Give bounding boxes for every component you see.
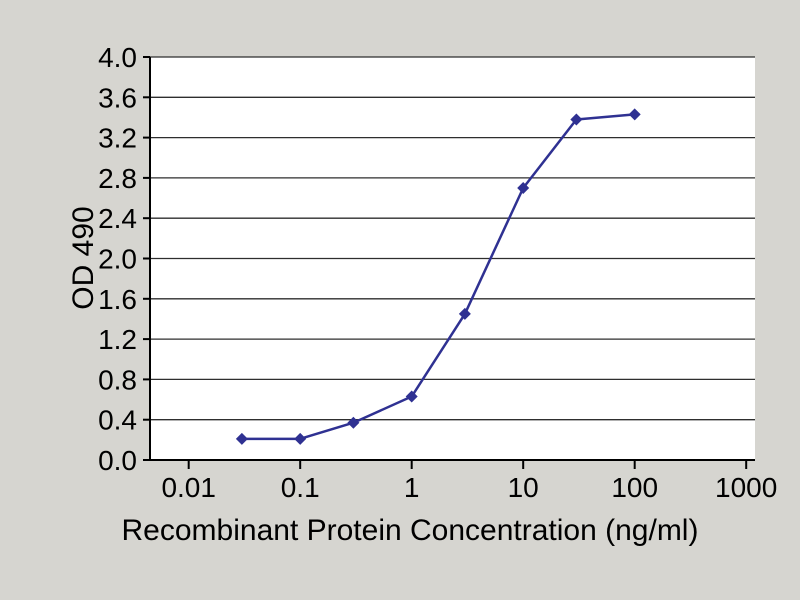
data-point-marker	[405, 390, 418, 403]
y-tick-label: 1.6	[98, 284, 137, 315]
y-tick-label: 0.4	[98, 405, 137, 436]
y-tick-label: 2.8	[98, 163, 137, 194]
plot-generated-layer: 0.0 0.4 0.8 1.2 1.6 2.0 2.4 2.8 3.2 3.6 4.0 0.01 0.1…	[98, 42, 777, 503]
x-tick-label: 1000	[715, 472, 777, 503]
x-tick-label: 1	[404, 472, 420, 503]
x-tick-label: 10	[508, 472, 539, 503]
x-tick-label: 0.1	[281, 472, 320, 503]
y-axis-title: OD 490	[67, 206, 100, 309]
y-tick-label: 4.0	[98, 42, 137, 73]
data-point-marker	[570, 113, 583, 126]
x-tick-label: 100	[611, 472, 658, 503]
y-tick-label: 2.0	[98, 244, 137, 275]
y-tick-label: 0.0	[98, 445, 137, 476]
data-point-marker	[628, 108, 641, 121]
data-point-marker	[294, 432, 307, 445]
y-tick-label: 1.2	[98, 324, 137, 355]
data-point-marker	[347, 416, 360, 429]
y-tick-label: 3.6	[98, 82, 137, 113]
data-point-marker	[458, 307, 471, 320]
y-tick-label: 2.4	[98, 203, 137, 234]
data-point-marker	[235, 432, 248, 445]
x-tick-label: 0.01	[161, 472, 216, 503]
y-tick-label: 3.2	[98, 123, 137, 154]
x-axis-title: Recombinant Protein Concentration (ng/ml…	[122, 514, 699, 547]
y-tick-label: 0.8	[98, 364, 137, 395]
series-line	[240, 113, 636, 441]
data-point-marker	[517, 181, 530, 194]
